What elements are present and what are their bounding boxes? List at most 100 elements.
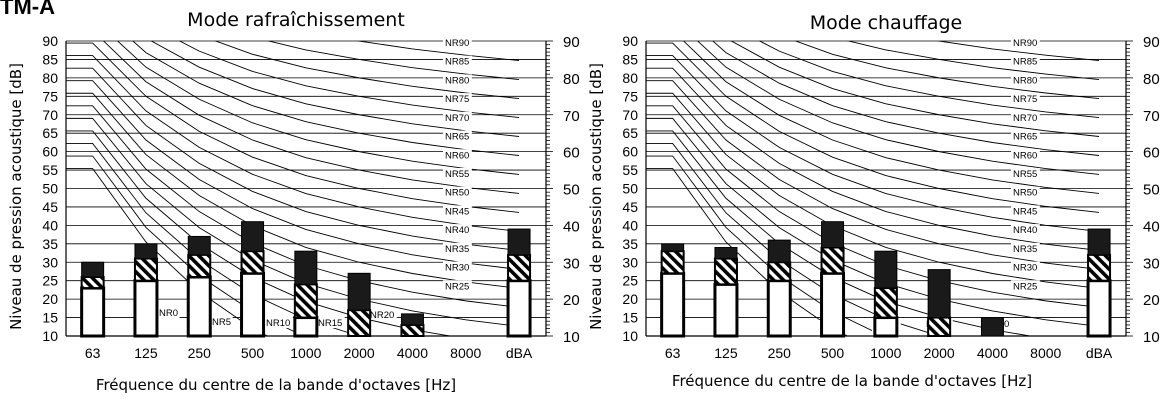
nr-curve [66,80,520,270]
nr-label: NR70 [445,113,469,124]
y-tick-label: 25 [42,273,58,289]
nr-curve [66,143,362,336]
y-tick-label: 55 [622,162,638,178]
x-tick-label: 8000 [450,345,481,361]
right-tick-label: 40 [563,218,580,235]
y-tick-label: 75 [622,88,638,104]
y-tick-label: 60 [622,144,638,160]
y-tick-label: 40 [622,217,638,233]
y-tick-label: 35 [622,236,638,252]
nr-curve [646,67,1100,251]
nr-label-bg [443,224,472,236]
y-tick-label: 50 [42,181,58,197]
right-tick-label: 40 [1143,218,1160,235]
nr-curve [646,92,1100,289]
bar-segment-low [766,279,792,338]
bar-segment-mid [187,253,212,278]
bar-segment-high [661,243,685,252]
right-tick-label: 30 [563,255,580,272]
nr-curve [696,41,1100,175]
nr-curve [66,92,520,289]
nr-label: NR75 [1013,94,1037,105]
nr-label: NR40 [445,225,469,236]
x-tick-label: 250 [768,345,792,361]
nr-label: NR60 [445,150,469,161]
y-tick-label: 80 [622,70,638,86]
bar-segment-low [820,271,846,338]
y-tick-label: 65 [622,125,638,141]
nr-label-bg [443,55,472,67]
y-tick-label: 55 [42,162,58,178]
nr-label: NR90 [1013,38,1037,49]
nr-curve [132,41,520,156]
bar-segment-high [927,269,951,319]
y-tick-label: 35 [42,236,58,252]
bar-segment-high [714,247,738,260]
x-tick-label: 63 [85,345,101,361]
x-tick-label: 125 [134,345,158,361]
y-tick-label: 25 [622,273,638,289]
bar-segment-high [347,272,371,311]
nr-curve [66,117,520,327]
y-tick-label: 15 [42,310,58,326]
bar-segment-mid [400,323,425,337]
nr-label-bg [443,205,472,217]
bar-segment-low [1086,279,1112,338]
nr-curves [646,41,1100,336]
right-tick-label: 90 [563,34,580,51]
nr-curve [682,41,1100,194]
nr-label-bg [1011,149,1040,161]
nr-label-bg [1011,167,1040,179]
bar-segment-high [821,221,845,248]
bar-segment-high [187,235,211,256]
y-tick-label: 85 [42,51,58,67]
right-tick-label: 80 [1143,71,1160,88]
nr-curve [150,41,520,137]
y-axis-title: Niveau de pression acoustique [dB] [587,63,605,330]
nr-label: NR65 [1013,132,1037,143]
bar-segment-high [1087,228,1111,256]
nr-curve [712,41,1100,156]
nr-label-bg [1011,130,1040,142]
x-tick-label: 1000 [870,345,901,361]
bar-segment-low [240,271,266,338]
bar-segment-high [134,243,158,260]
right-tick-label: 10 [1143,329,1160,346]
nr-label-bg [443,36,472,48]
y-tick-label: 30 [622,254,638,270]
y-tick-label: 75 [42,88,58,104]
nr-label: NR50 [445,188,469,199]
bar-segment-mid [240,250,265,275]
right-tick-label: 70 [1143,108,1160,125]
nr-label: NR55 [1013,169,1037,180]
bar-segment-high [81,261,105,278]
nr-curve [758,41,1100,118]
nr-label: NR25 [1013,281,1037,292]
nr-label: NR35 [445,244,469,255]
bar-segment-high [874,250,898,289]
right-tick-label: 60 [1143,145,1160,162]
nr-curve [646,143,942,336]
nr-label: NR0 [159,308,178,319]
bar-segment-mid [507,253,532,282]
nr-curve [66,67,520,251]
nr-label: NR90 [445,38,469,49]
nr-label-bg [443,186,472,198]
bar-segment-high [980,317,1004,337]
nr-curve [214,41,520,99]
y-tick-label: 50 [622,181,638,197]
bar-segment-low [186,275,212,338]
right-tick-label: 60 [563,145,580,162]
nr-label: NR20 [370,310,394,321]
y-tick-label: 30 [42,254,58,270]
bar-segment-mid [347,309,372,337]
bar-segment-mid [1087,253,1112,282]
nr-curve [102,41,520,194]
x-tick-label: dBA [506,345,533,361]
bar-segment-mid [820,246,845,275]
nr-label: NR65 [445,132,469,143]
y-tick-label: 10 [42,328,58,344]
nr-label: NR35 [1013,244,1037,255]
nr-label-bg [443,280,472,292]
y-tick-label: 40 [42,217,58,233]
